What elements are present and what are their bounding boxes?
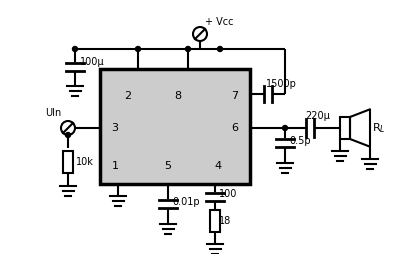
Text: 18: 18 — [219, 216, 231, 226]
Text: 7: 7 — [232, 91, 238, 101]
Text: + Vcc: + Vcc — [205, 17, 234, 27]
Circle shape — [282, 125, 288, 131]
Bar — [340, 117, 350, 139]
Bar — [63, 151, 73, 173]
Text: 8: 8 — [174, 91, 182, 101]
Text: 4: 4 — [214, 161, 222, 171]
Text: 5: 5 — [164, 161, 172, 171]
Text: 0.5p: 0.5p — [289, 136, 311, 146]
Circle shape — [66, 133, 70, 137]
Circle shape — [72, 46, 78, 52]
Text: 100: 100 — [219, 189, 237, 199]
Text: 2: 2 — [124, 91, 132, 101]
Text: 1500p: 1500p — [266, 79, 297, 89]
Text: 6: 6 — [232, 123, 238, 133]
Text: 10k: 10k — [76, 157, 94, 167]
Polygon shape — [350, 109, 370, 147]
Circle shape — [218, 46, 222, 52]
Text: UIn: UIn — [45, 108, 61, 118]
Text: 3: 3 — [112, 123, 118, 133]
Circle shape — [136, 46, 140, 52]
Bar — [210, 210, 220, 232]
Text: 1: 1 — [112, 161, 118, 171]
Circle shape — [186, 46, 190, 52]
Text: 100μ: 100μ — [80, 57, 105, 67]
Text: 0.01p: 0.01p — [172, 197, 200, 207]
Bar — [100, 69, 250, 184]
Text: R$_L$: R$_L$ — [372, 121, 386, 135]
Text: 220μ: 220μ — [305, 111, 330, 121]
